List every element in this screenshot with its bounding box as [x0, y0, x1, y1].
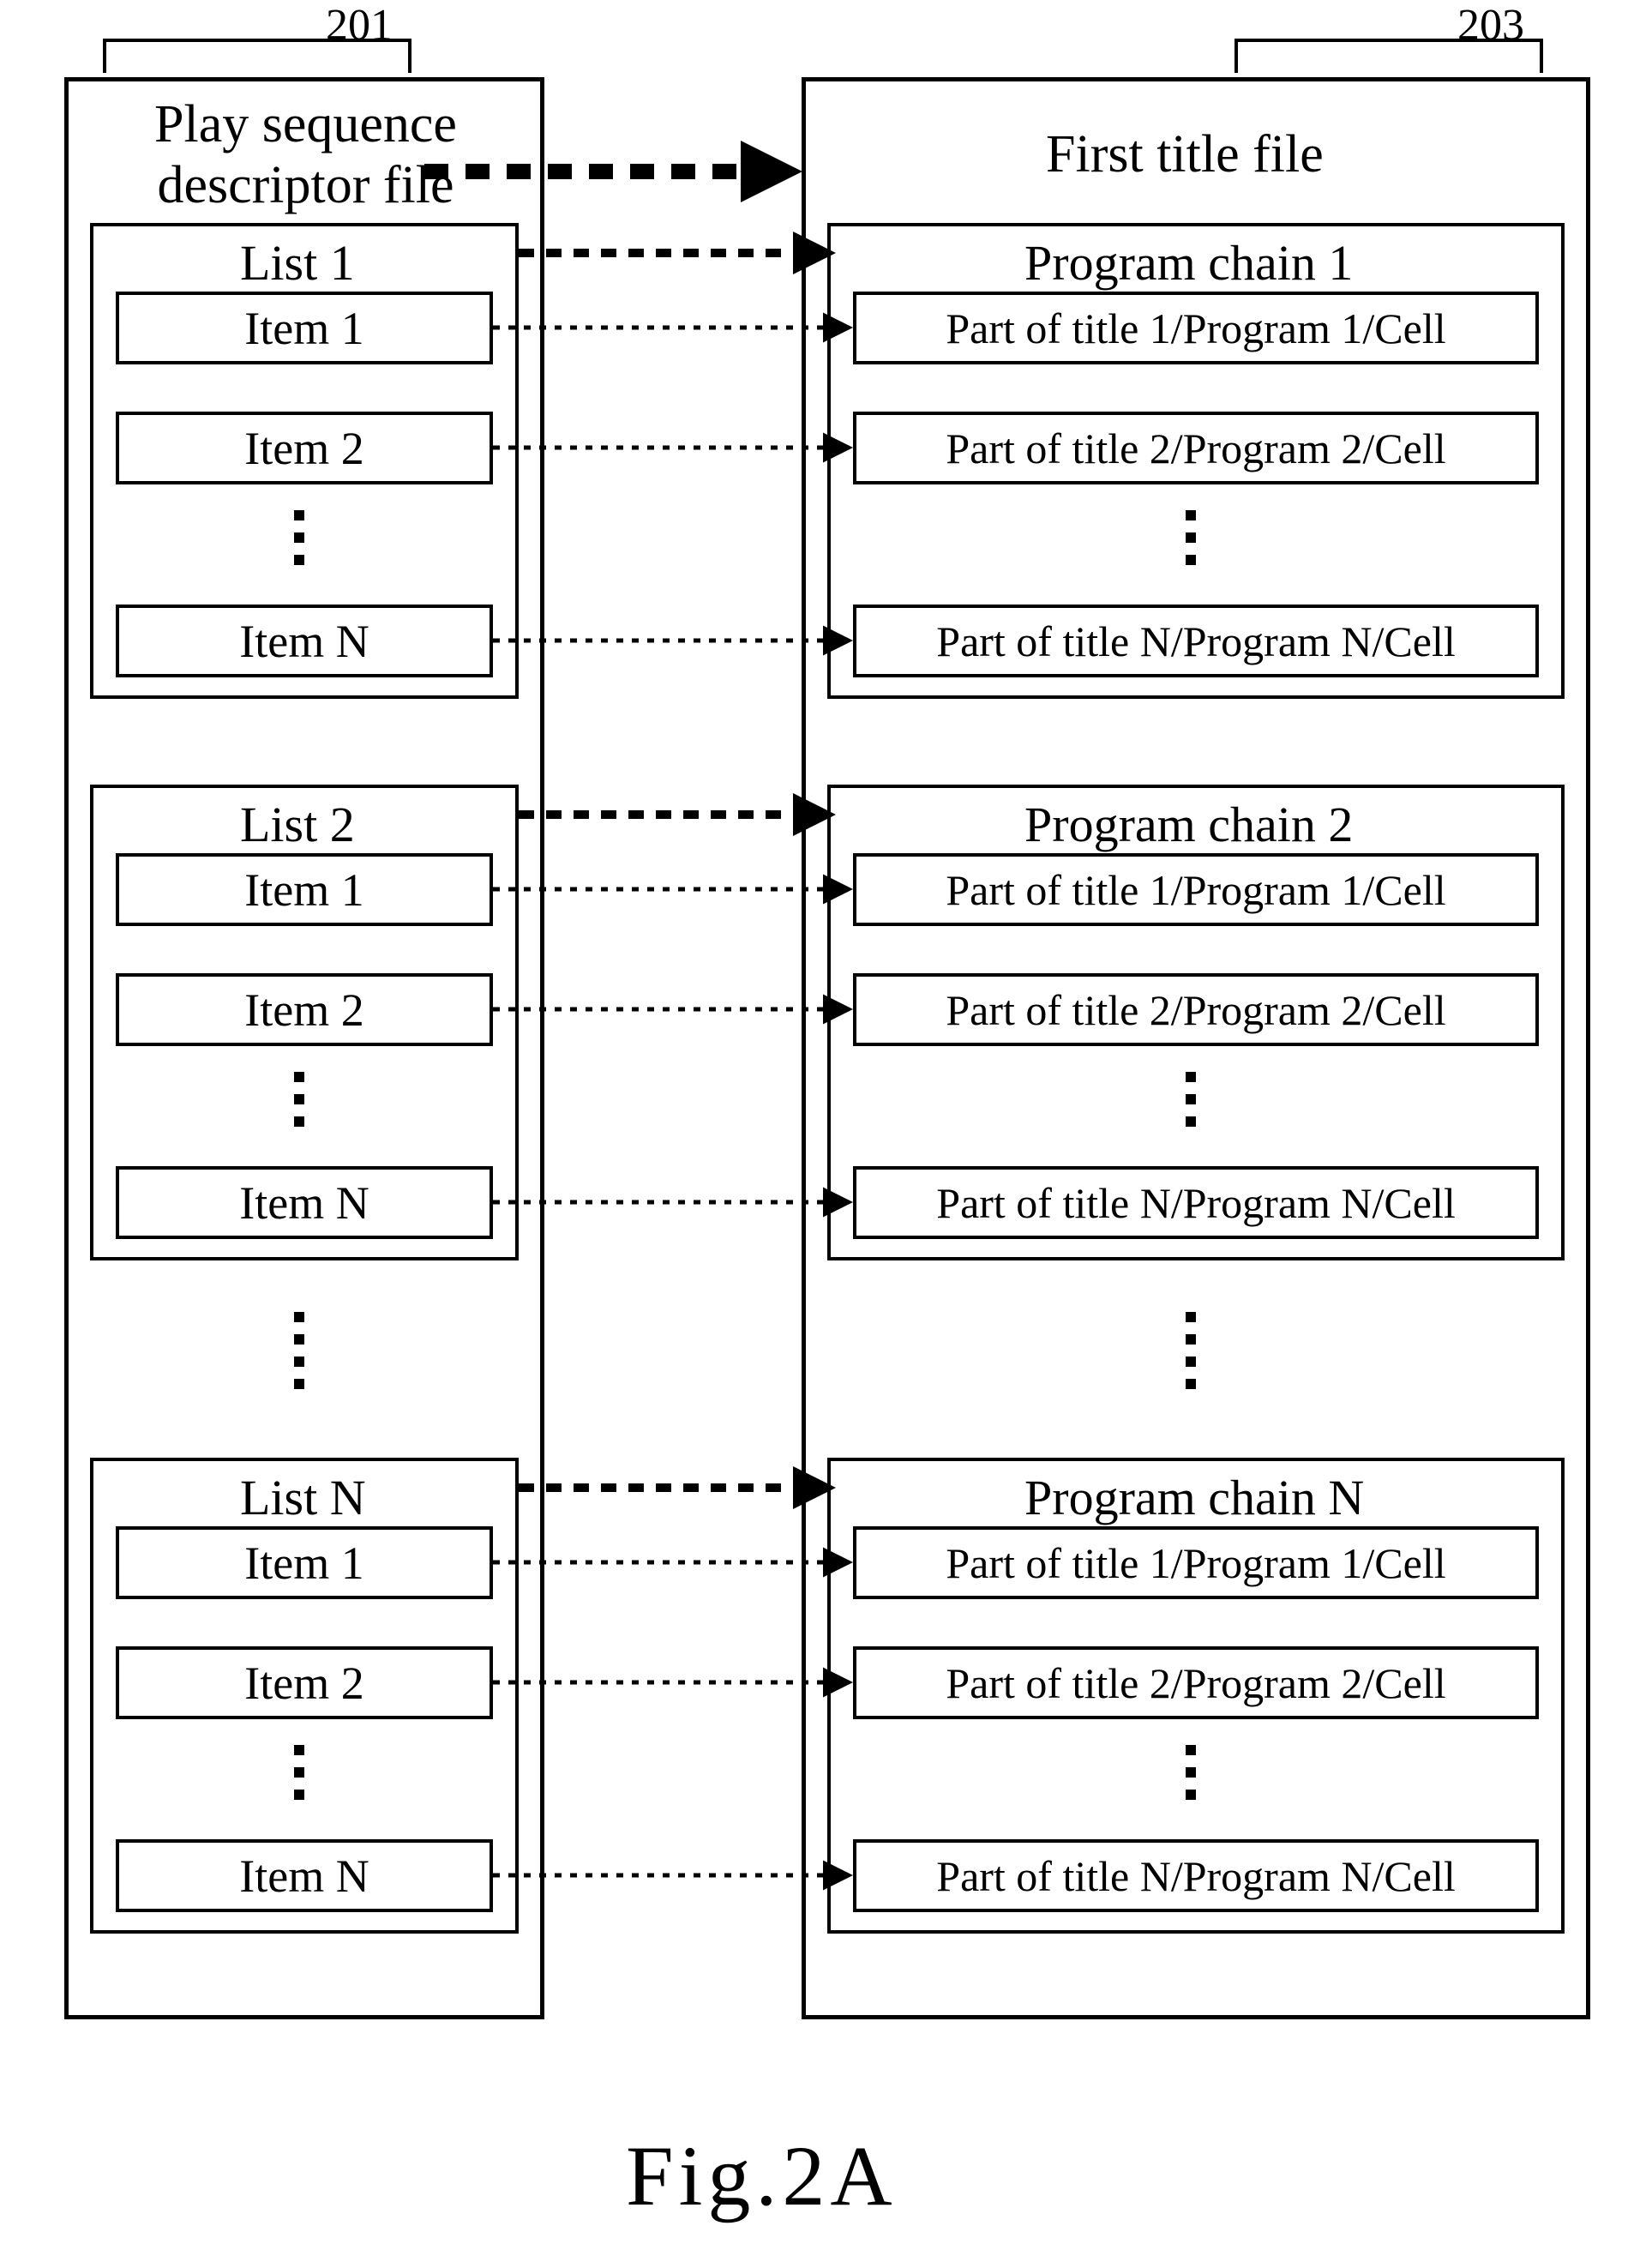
left-item: Item N	[116, 1166, 493, 1239]
right-group-header: Program chain 2	[1024, 796, 1353, 853]
vdots-icon	[294, 1745, 304, 1800]
item-label: Part of title 1/Program 1/Cell	[946, 1538, 1445, 1588]
item-label: Item 2	[244, 984, 363, 1037]
left-item: Item 2	[116, 1646, 493, 1719]
right-item: Part of title N/Program N/Cell	[853, 605, 1539, 677]
item-label: Part of title 2/Program 2/Cell	[946, 985, 1445, 1035]
vdots-icon	[1186, 1745, 1196, 1800]
item-label: Item N	[239, 1850, 369, 1903]
item-label: Item N	[239, 615, 369, 668]
item-label: Part of title 1/Program 1/Cell	[946, 865, 1445, 915]
vdots-icon	[294, 1072, 304, 1127]
right-item: Part of title 2/Program 2/Cell	[853, 1646, 1539, 1719]
vdots-icon	[1186, 1072, 1196, 1127]
right-item: Part of title N/Program N/Cell	[853, 1839, 1539, 1912]
right-item: Part of title 1/Program 1/Cell	[853, 292, 1539, 364]
left-group-header: List 1	[240, 234, 355, 292]
figure-caption: Fig.2A	[626, 2127, 898, 2225]
right-item: Part of title 2/Program 2/Cell	[853, 973, 1539, 1046]
right-item: Part of title N/Program N/Cell	[853, 1166, 1539, 1239]
right-item: Part of title 2/Program 2/Cell	[853, 412, 1539, 484]
item-label: Part of title 2/Program 2/Cell	[946, 1658, 1445, 1708]
left-title-l2: descriptor file	[157, 156, 454, 214]
right-item: Part of title 1/Program 1/Cell	[853, 1526, 1539, 1599]
right-group-header: Program chain 1	[1024, 234, 1353, 292]
right-group-header: Program chain N	[1024, 1469, 1364, 1526]
left-item: Item 1	[116, 292, 493, 364]
item-label: Part of title N/Program N/Cell	[936, 617, 1455, 666]
item-label: Item 2	[244, 1657, 363, 1710]
item-label: Part of title 2/Program 2/Cell	[946, 424, 1445, 473]
vdots-icon	[294, 510, 304, 565]
right-item: Part of title 1/Program 1/Cell	[853, 853, 1539, 926]
left-item: Item N	[116, 605, 493, 677]
item-label: Item 2	[244, 422, 363, 475]
left-item: Item 1	[116, 1526, 493, 1599]
left-item: Item 2	[116, 412, 493, 484]
left-item: Item N	[116, 1839, 493, 1912]
vdots-icon	[1186, 510, 1196, 565]
item-label: Item N	[239, 1176, 369, 1230]
vdots-icon	[1186, 1312, 1196, 1389]
left-title: Play sequence descriptor file	[154, 94, 457, 217]
ref-label-right: 203	[1457, 0, 1524, 51]
item-label: Item 1	[244, 302, 363, 355]
left-title-l1: Play sequence	[154, 95, 457, 153]
item-label: Item 1	[244, 1537, 363, 1590]
vdots-icon	[294, 1312, 304, 1389]
left-group-header: List 2	[240, 796, 355, 853]
item-label: Part of title 1/Program 1/Cell	[946, 304, 1445, 353]
item-label: Part of title N/Program N/Cell	[936, 1178, 1455, 1228]
left-item: Item 1	[116, 853, 493, 926]
item-label: Part of title N/Program N/Cell	[936, 1851, 1455, 1901]
right-title: First title file	[1046, 124, 1324, 185]
ref-label-left: 201	[326, 0, 393, 51]
item-label: Item 1	[244, 863, 363, 917]
left-item: Item 2	[116, 973, 493, 1046]
left-group-header: List N	[240, 1469, 366, 1526]
